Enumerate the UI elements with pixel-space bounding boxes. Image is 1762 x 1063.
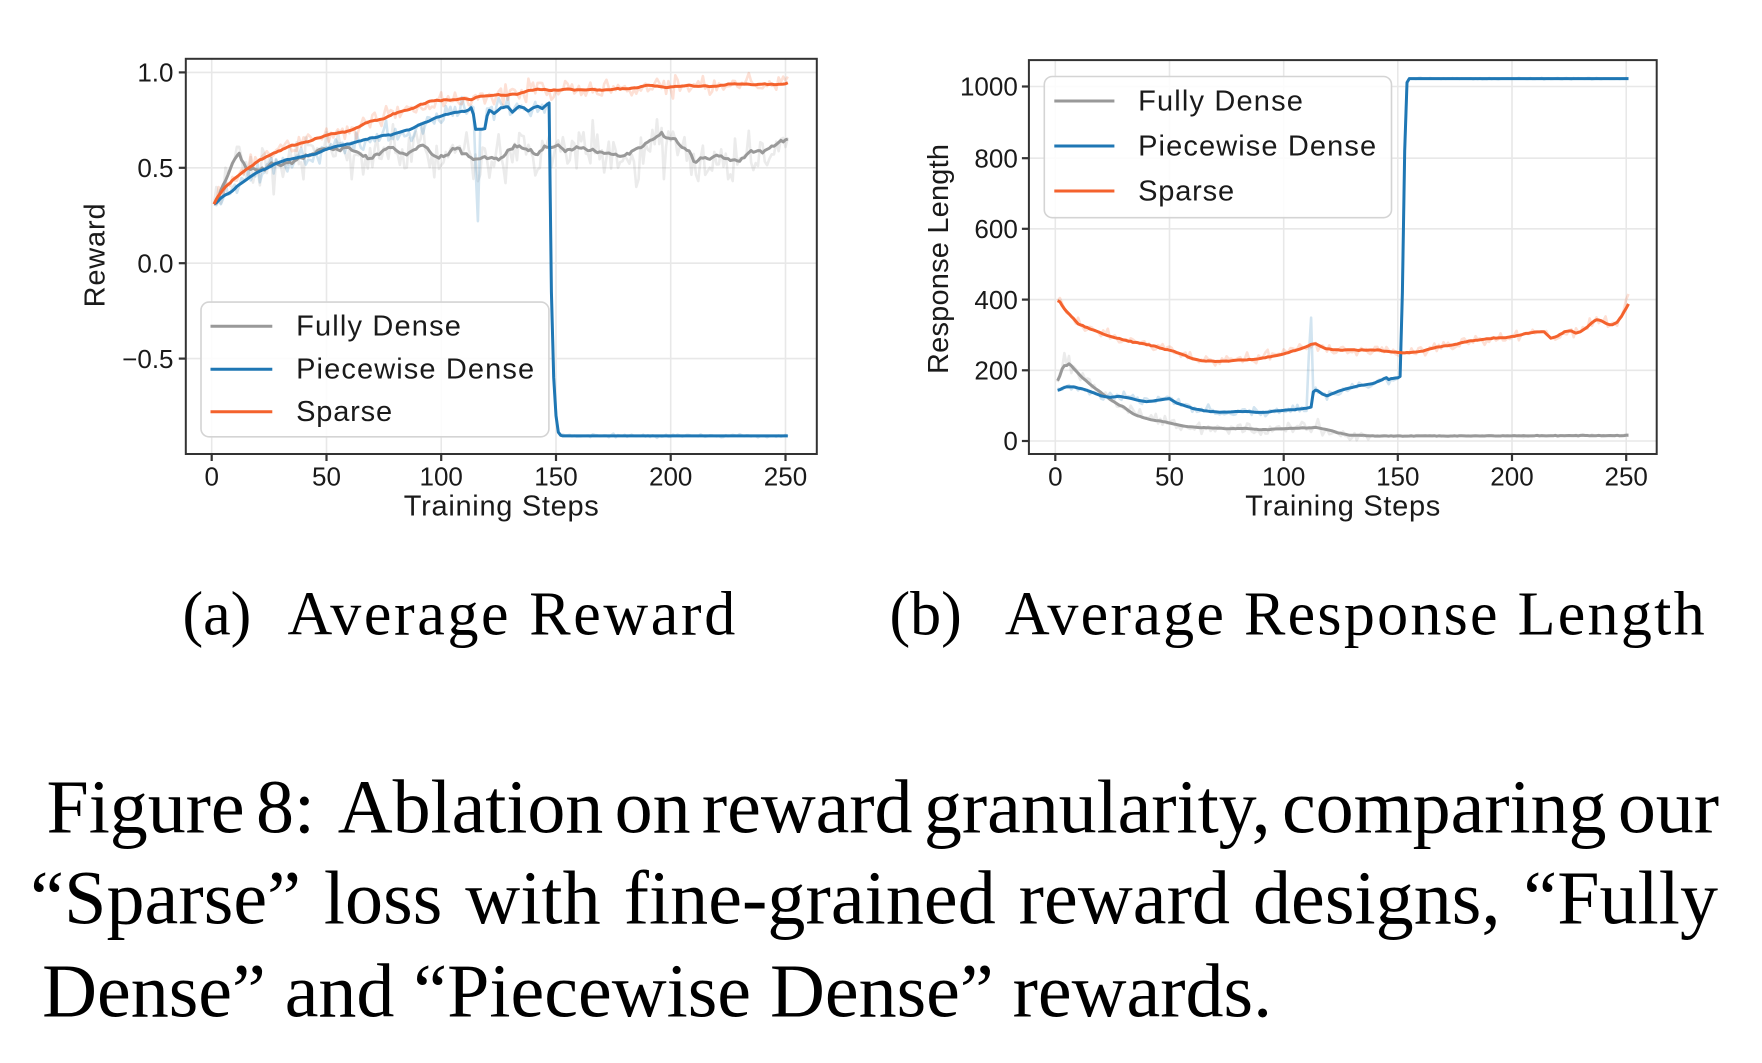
svg-text:50: 50 [312, 462, 341, 492]
svg-text:200: 200 [649, 462, 692, 492]
svg-text:600: 600 [974, 214, 1017, 244]
svg-text:Sparse: Sparse [1138, 176, 1234, 208]
svg-text:200: 200 [974, 356, 1017, 386]
svg-text:Average Response Length: Average Response Length [1005, 581, 1705, 649]
svg-text:100: 100 [420, 462, 463, 492]
svg-text:−0.5: −0.5 [122, 344, 173, 374]
svg-text:Piecewise Dense: Piecewise Dense [1138, 131, 1376, 163]
svg-text:1000: 1000 [960, 72, 1018, 102]
svg-text:Response Length: Response Length [923, 144, 955, 374]
svg-text:0: 0 [1048, 462, 1062, 492]
svg-text:50: 50 [1155, 462, 1184, 492]
svg-text:Piecewise Dense: Piecewise Dense [296, 354, 534, 386]
svg-text:Average Reward: Average Reward [288, 581, 736, 649]
svg-text:200: 200 [1490, 462, 1533, 492]
svg-text:800: 800 [974, 143, 1017, 173]
svg-text:Reward: Reward [80, 203, 112, 307]
svg-text:0.5: 0.5 [137, 153, 173, 183]
svg-text:Dense” and “Piecewise Dense” r: Dense” and “Piecewise Dense” rewards. [42, 950, 1272, 1034]
svg-text:Sparse: Sparse [296, 396, 392, 428]
svg-text:1.0: 1.0 [137, 58, 173, 88]
svg-text:150: 150 [534, 462, 577, 492]
svg-text:0: 0 [204, 462, 218, 492]
svg-text:Figure 8: Ablation on reward: Figure 8: Ablation on reward granularity… [47, 765, 1720, 849]
svg-text:“Sparse” loss with fine-graine: “Sparse” loss with fine-grained reward d… [30, 857, 1718, 941]
svg-text:250: 250 [1605, 462, 1648, 492]
svg-text:(b): (b) [890, 581, 962, 649]
svg-text:Training Steps: Training Steps [1245, 491, 1440, 523]
svg-text:Fully Dense: Fully Dense [1138, 86, 1303, 118]
svg-text:(a): (a) [183, 581, 252, 649]
svg-text:0.0: 0.0 [137, 248, 173, 278]
svg-text:100: 100 [1262, 462, 1305, 492]
svg-text:400: 400 [974, 285, 1017, 315]
svg-text:Fully Dense: Fully Dense [296, 311, 461, 343]
svg-text:250: 250 [764, 462, 807, 492]
svg-text:0: 0 [1003, 426, 1017, 456]
svg-text:150: 150 [1376, 462, 1419, 492]
svg-text:Training Steps: Training Steps [404, 491, 599, 523]
